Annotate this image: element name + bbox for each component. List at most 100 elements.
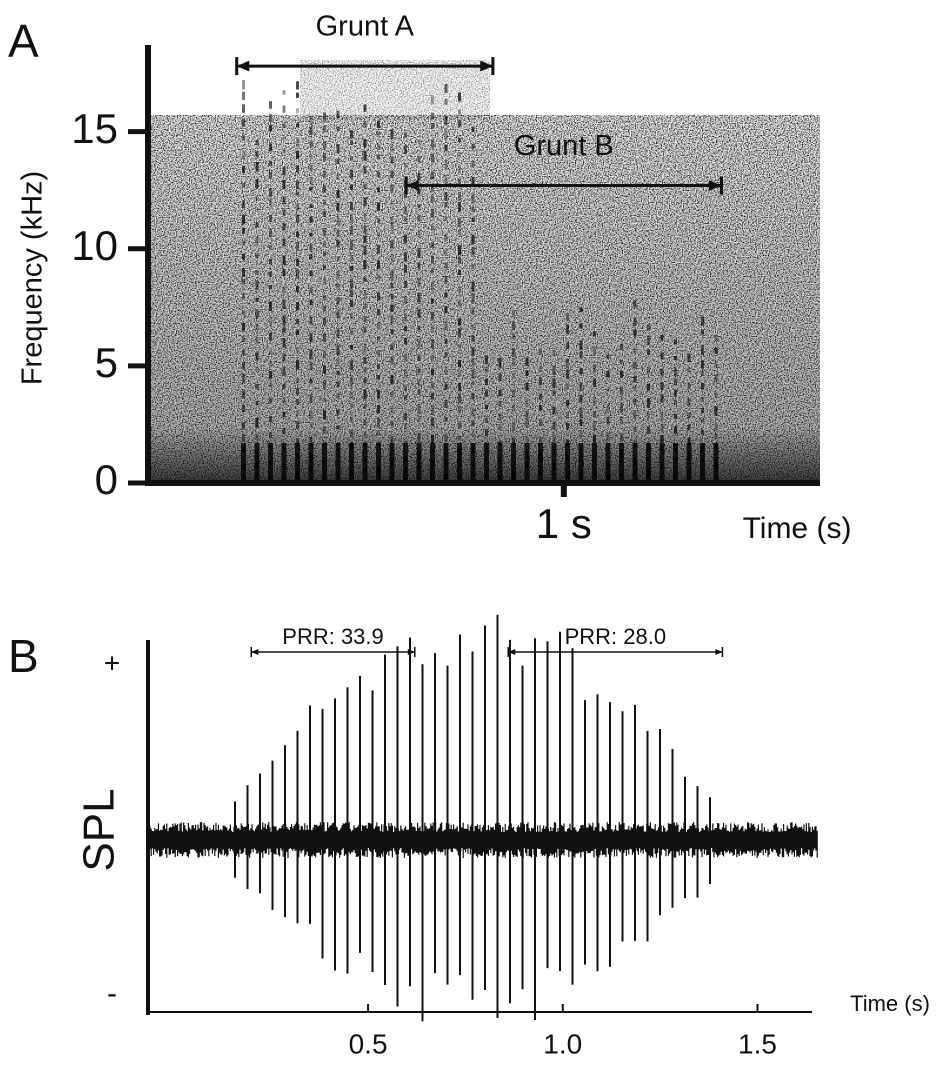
pulse-speck <box>431 405 434 416</box>
pulse-speck <box>552 406 556 415</box>
pulse-speck <box>242 268 245 277</box>
pulse-speck <box>458 202 461 212</box>
pulse-speck <box>282 166 286 176</box>
pulse-speck <box>417 214 421 222</box>
pulse-speck <box>255 433 259 441</box>
annotation-label: PRR: 33.9 <box>282 624 384 649</box>
pulse-speck <box>404 313 407 322</box>
pulse-speck <box>377 431 380 436</box>
pulse-speck <box>309 393 313 403</box>
pulse-speck <box>471 176 475 187</box>
pulse-speck <box>377 364 380 370</box>
pulse-speck <box>336 190 340 199</box>
pulse-speck <box>323 317 326 326</box>
pulse-speck <box>431 354 434 362</box>
pulse-speck <box>444 98 448 105</box>
pulse-speck <box>431 139 434 149</box>
pulse-speck <box>417 293 421 303</box>
pulse-speck <box>336 229 340 236</box>
pulse-speck <box>363 377 367 384</box>
pulse-speck <box>458 178 461 186</box>
pulse-base <box>254 443 260 481</box>
pulse-speck <box>539 365 542 372</box>
pulse-speck <box>296 421 299 430</box>
pulse-speck <box>458 120 461 127</box>
pulse-speck <box>417 139 421 145</box>
pulse-speck <box>485 390 488 397</box>
pulse-speck <box>404 252 407 262</box>
pulse-speck <box>512 309 515 317</box>
pulse-speck <box>431 255 434 264</box>
pulse-speck <box>444 399 448 408</box>
pulse-speck <box>593 434 596 443</box>
pulse-base <box>578 443 584 481</box>
pulse-speck <box>714 433 718 439</box>
pulse-speck <box>323 210 326 217</box>
pulse-speck <box>282 397 286 404</box>
pulse-speck <box>296 241 299 251</box>
x-tick-label: 1 s <box>536 500 592 547</box>
pulse-speck <box>444 433 448 442</box>
pulse-speck <box>390 143 394 152</box>
pulse-speck <box>323 185 326 193</box>
pulse-speck <box>485 404 488 410</box>
pulse-speck <box>242 349 245 356</box>
pulse-speck <box>431 417 434 427</box>
pulse-speck <box>282 149 286 154</box>
pulse-speck <box>512 372 515 379</box>
pulse-base <box>443 443 449 481</box>
pulse-speck <box>404 145 407 155</box>
pulse-speck <box>431 298 434 304</box>
pulse-speck <box>417 432 421 442</box>
pulse-base <box>268 443 273 481</box>
pulse-speck <box>336 173 340 180</box>
pulse-speck <box>296 203 299 211</box>
pulse-speck <box>458 165 461 173</box>
pulse-speck <box>242 135 245 141</box>
pulse-speck <box>255 352 259 361</box>
pulse-speck <box>687 382 691 389</box>
pulse-speck <box>323 305 326 312</box>
pulse-speck <box>390 406 394 414</box>
pulse-speck <box>620 433 623 442</box>
pulse-speck <box>444 130 448 139</box>
pulse-speck <box>404 326 407 332</box>
pulse-speck <box>701 408 704 414</box>
x-tick-label: 1.5 <box>738 1028 777 1059</box>
pulse-speck <box>269 171 272 179</box>
pulse-speck <box>620 416 623 425</box>
pulse-speck <box>458 109 461 115</box>
pulse-base <box>524 443 530 481</box>
pulse-base <box>700 443 705 481</box>
pulse-speck <box>498 413 502 421</box>
pulse-speck <box>323 140 326 150</box>
pulse-speck <box>323 426 326 434</box>
panel-label: B <box>8 630 39 682</box>
pulse-speck <box>431 195 434 203</box>
pulse-speck <box>255 195 259 201</box>
pulse-speck <box>242 278 245 285</box>
x-tick-label: 1.0 <box>543 1028 582 1059</box>
pulse-speck <box>323 240 326 248</box>
pulse-speck <box>458 137 461 143</box>
pulse-base <box>659 443 665 481</box>
pulse-speck <box>363 225 367 234</box>
pulse-speck <box>350 226 353 235</box>
pulse-speck <box>687 437 691 446</box>
pulse-speck <box>498 440 502 446</box>
pulse-speck <box>269 259 272 265</box>
pulse-speck <box>336 271 340 278</box>
pulse-speck <box>350 416 353 422</box>
pulse-speck <box>350 266 353 272</box>
pulse-speck <box>417 172 421 181</box>
pulse-speck <box>417 405 421 415</box>
pulse-speck <box>377 292 380 301</box>
pulse-speck <box>350 240 353 251</box>
pulse-speck <box>255 253 259 259</box>
pulse-speck <box>444 115 448 126</box>
pulse-speck <box>431 153 434 163</box>
pulse-speck <box>296 165 299 173</box>
pulse-speck <box>269 284 272 290</box>
pulse-speck <box>269 101 272 109</box>
